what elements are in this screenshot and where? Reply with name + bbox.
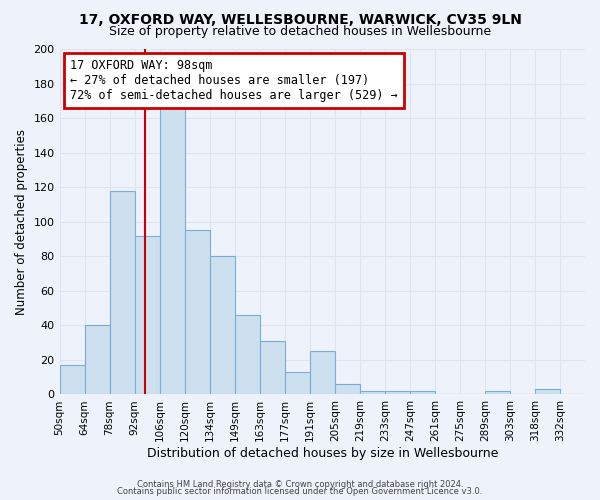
Y-axis label: Number of detached properties: Number of detached properties bbox=[15, 128, 28, 314]
Bar bbox=[185, 230, 209, 394]
Bar bbox=[134, 236, 160, 394]
Bar bbox=[485, 391, 510, 394]
Text: 17, OXFORD WAY, WELLESBOURNE, WARWICK, CV35 9LN: 17, OXFORD WAY, WELLESBOURNE, WARWICK, C… bbox=[79, 12, 521, 26]
Bar bbox=[310, 352, 335, 395]
Bar bbox=[235, 315, 260, 394]
Bar bbox=[160, 106, 185, 395]
Bar bbox=[385, 391, 410, 394]
Bar bbox=[209, 256, 235, 394]
X-axis label: Distribution of detached houses by size in Wellesbourne: Distribution of detached houses by size … bbox=[146, 447, 498, 460]
Bar bbox=[535, 390, 560, 394]
Bar bbox=[285, 372, 310, 394]
Bar bbox=[410, 391, 435, 394]
Bar bbox=[59, 365, 85, 394]
Bar bbox=[85, 326, 110, 394]
Bar bbox=[110, 190, 134, 394]
Bar bbox=[360, 391, 385, 394]
Text: 17 OXFORD WAY: 98sqm
← 27% of detached houses are smaller (197)
72% of semi-deta: 17 OXFORD WAY: 98sqm ← 27% of detached h… bbox=[70, 60, 398, 102]
Text: Contains HM Land Registry data © Crown copyright and database right 2024.: Contains HM Land Registry data © Crown c… bbox=[137, 480, 463, 489]
Text: Contains public sector information licensed under the Open Government Licence v3: Contains public sector information licen… bbox=[118, 487, 482, 496]
Text: Size of property relative to detached houses in Wellesbourne: Size of property relative to detached ho… bbox=[109, 25, 491, 38]
Bar bbox=[335, 384, 360, 394]
Bar bbox=[260, 341, 285, 394]
